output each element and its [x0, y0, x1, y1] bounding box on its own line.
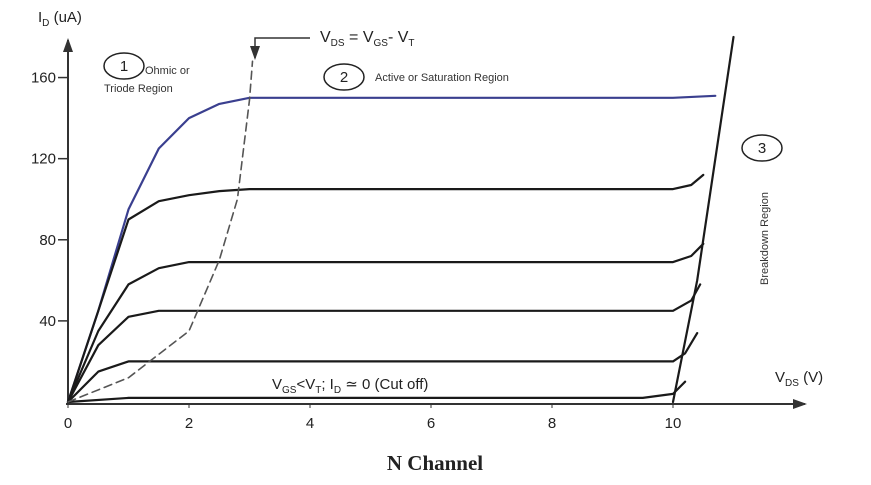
characteristic-curve — [66, 242, 705, 404]
boundary-pointer — [250, 37, 310, 60]
x-tick-label: 2 — [185, 415, 193, 432]
characteristic-curve — [66, 173, 705, 404]
axes — [63, 38, 807, 409]
caption: N Channel — [387, 451, 483, 475]
x-axis-label: VDS (V) — [775, 369, 823, 389]
region-label: Triode Region — [104, 83, 173, 95]
characteristic-curve — [671, 35, 735, 404]
x-tick-label: 0 — [64, 415, 72, 432]
cutoff-label: VGS<VT; ID ≃ 0 (Cut off) — [272, 376, 428, 396]
y-tick-label: 120 — [31, 151, 56, 168]
boundary-label: VDS = VGS- VT — [320, 29, 415, 49]
region-marker — [741, 134, 783, 162]
region-number: 1 — [120, 58, 128, 75]
characteristic-curve — [66, 380, 687, 404]
region-label: Ohmic or — [145, 65, 190, 77]
characteristic-curve — [66, 332, 699, 404]
y-axis-label: ID (uA) — [38, 9, 82, 29]
characteristic-curve — [66, 94, 717, 404]
boundary-curve — [67, 60, 254, 403]
region-label: Active or Saturation Region — [375, 72, 509, 84]
x-tick-label: 4 — [306, 415, 314, 432]
y-tick-label: 160 — [31, 70, 56, 87]
x-tick-label: 10 — [665, 415, 682, 432]
region-marker — [103, 52, 145, 80]
characteristic-curve — [66, 283, 702, 404]
region-number: 2 — [340, 69, 348, 86]
y-tick-label: 40 — [39, 313, 56, 330]
x-tick-label: 8 — [548, 415, 556, 432]
y-tick-label: 80 — [39, 232, 56, 249]
region-label: Breakdown Region — [759, 192, 771, 285]
region-marker — [323, 63, 365, 91]
x-tick-label: 6 — [427, 415, 435, 432]
region-number: 3 — [758, 140, 766, 157]
